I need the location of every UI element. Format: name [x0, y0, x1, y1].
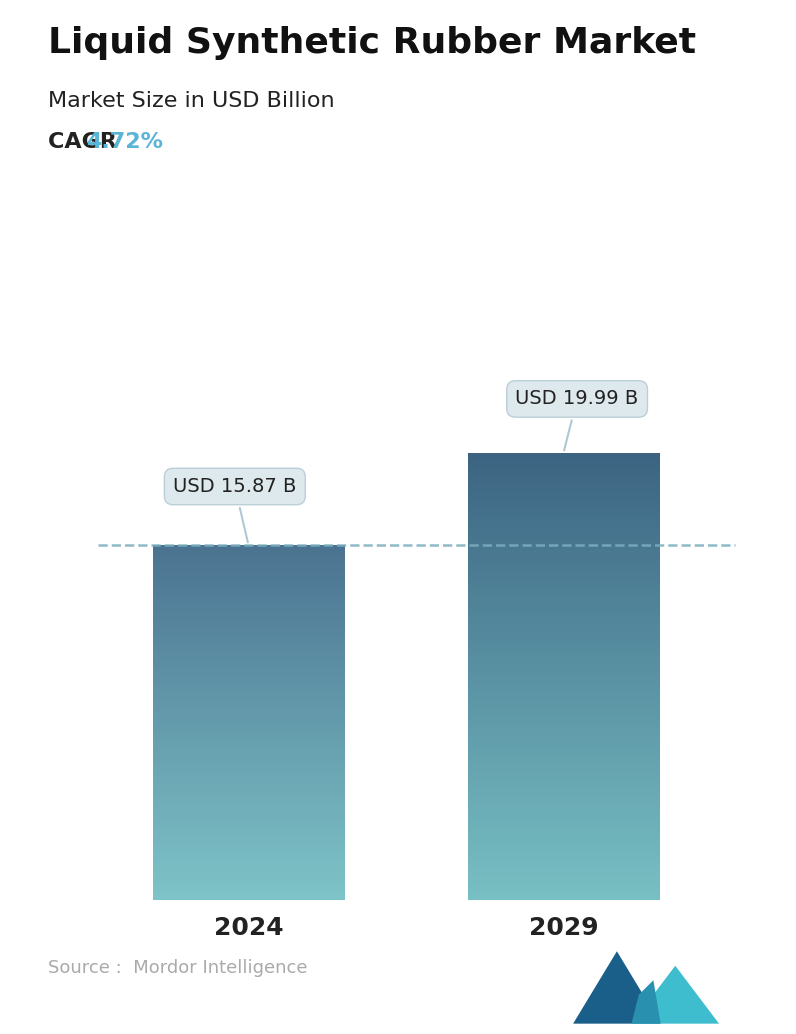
Text: Liquid Synthetic Rubber Market: Liquid Synthetic Rubber Market: [48, 26, 696, 60]
Polygon shape: [631, 966, 719, 1024]
Polygon shape: [631, 980, 661, 1024]
Text: USD 19.99 B: USD 19.99 B: [516, 390, 638, 451]
Polygon shape: [573, 951, 661, 1024]
Text: CAGR: CAGR: [48, 132, 124, 152]
Text: USD 15.87 B: USD 15.87 B: [174, 477, 296, 543]
Text: Source :  Mordor Intelligence: Source : Mordor Intelligence: [48, 960, 307, 977]
Text: Market Size in USD Billion: Market Size in USD Billion: [48, 91, 334, 111]
Text: 4.72%: 4.72%: [86, 132, 162, 152]
